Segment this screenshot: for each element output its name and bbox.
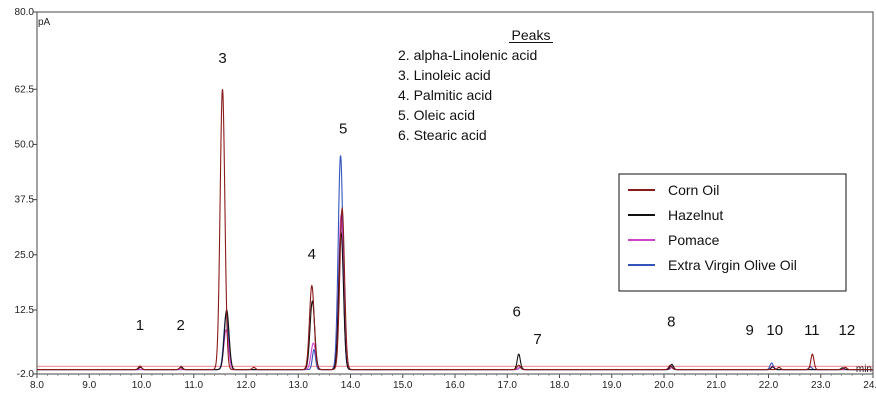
y-tick-label: 50.0	[15, 139, 35, 150]
y-tick-label: 12.5	[15, 305, 35, 316]
peak-label-7: 7	[533, 331, 541, 348]
x-tick-label: 16.0	[445, 380, 465, 391]
y-tick-label: 25.0	[15, 250, 35, 261]
x-tick-label: 10.0	[132, 380, 152, 391]
series-group	[37, 89, 873, 371]
legend-label: Extra Virgin Olive Oil	[668, 257, 797, 273]
x-tick-label: 22.0	[759, 380, 779, 391]
peak-label-6: 6	[512, 304, 520, 321]
legend-box	[618, 173, 847, 292]
legend-label: Corn Oil	[668, 182, 719, 198]
annotation-item: 6. Stearic acid	[398, 127, 487, 143]
x-tick-label: 12.0	[236, 380, 256, 391]
annotation-heading: Peaks	[512, 27, 551, 43]
x-tick-label: 20.0	[654, 380, 674, 391]
peak-label-10: 10	[766, 322, 783, 339]
x-tick-label: 18.0	[550, 380, 570, 391]
annotation-item: 4. Palmitic acid	[398, 87, 492, 103]
x-tick-label: 17.0	[498, 380, 518, 391]
peak-label-9: 9	[746, 322, 754, 339]
peak-label-2: 2	[177, 317, 185, 334]
legend: Corn Oil Hazelnut Pomace Extra Virgin Olive…	[618, 173, 847, 292]
x-tick-label: 9.0	[82, 380, 96, 391]
x-tick-label: 19.0	[602, 380, 622, 391]
y-tick-label: -2.0	[17, 369, 35, 380]
peaks-annotation: Peaks 2. alpha-Linolenic acid 3. Linoleic …	[398, 27, 553, 143]
x-tick-label: 24.0	[863, 380, 876, 391]
x-tick-label: 11.0	[184, 380, 203, 391]
annotation-item: 3. Linoleic acid	[398, 67, 491, 83]
peak-label-4: 4	[308, 246, 316, 263]
series-line-corn-oil	[37, 89, 873, 371]
x-tick-label: 8.0	[30, 380, 44, 391]
legend-label: Hazelnut	[668, 207, 723, 223]
peak-label-5: 5	[339, 120, 347, 137]
peak-label-11: 11	[804, 322, 820, 339]
annotation-item: 2. alpha-Linolenic acid	[398, 47, 537, 63]
y-tick-label: 62.5	[15, 84, 35, 95]
x-tick-label: 23.0	[811, 380, 831, 391]
x-tick-label: 15.0	[393, 380, 413, 391]
annotation-item: 5. Oleic acid	[398, 107, 475, 123]
peak-label-3: 3	[218, 50, 226, 67]
x-tick-label: 14.0	[341, 380, 361, 391]
y-axis-unit-label: pA	[38, 17, 51, 28]
y-tick-label: 80.0	[15, 7, 35, 18]
axes-group: 8.0 9.0 10.0 11.0 12.0 13.0 14.0 15.0 16.0 17.0 18…	[15, 7, 876, 391]
legend-label: Pomace	[668, 232, 720, 248]
x-tick-label: 21.0	[707, 380, 727, 391]
peak-label-1: 1	[136, 317, 144, 334]
x-tick-label: 13.0	[289, 380, 309, 391]
y-tick-label: 37.5	[15, 195, 35, 206]
peak-label-12: 12	[839, 322, 856, 339]
peak-label-8: 8	[667, 313, 675, 330]
